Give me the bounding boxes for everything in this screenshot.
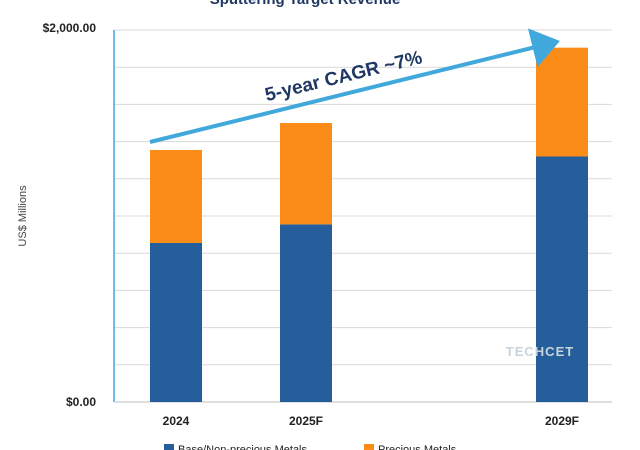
bar-2024-series-0 — [150, 242, 202, 402]
bar-2025f-series-0 — [280, 224, 332, 402]
bar-group — [150, 47, 588, 402]
bar-2029f-series-0 — [536, 156, 588, 402]
legend-label: Precious Metals — [378, 444, 457, 450]
y-axis-label: US$ Millions — [17, 185, 29, 247]
category-labels: 2024 2025F 2029F — [163, 414, 579, 428]
bar-2024-series-1 — [150, 149, 202, 243]
x-tick-label: 2025F — [289, 414, 323, 428]
legend: Base/Non-precious Metals Precious Metals — [164, 444, 457, 450]
chart-title: Sputtering Target Revenue — [210, 0, 401, 8]
legend-swatch — [164, 444, 174, 450]
legend-label: Base/Non-precious Metals — [178, 444, 308, 450]
x-tick-label: 2029F — [545, 414, 579, 428]
cagr-arrow — [149, 28, 560, 144]
bar-2029f-series-1 — [536, 47, 588, 157]
legend-swatch — [364, 444, 374, 450]
y-tick-label-max: $2,000.00 — [43, 21, 97, 35]
x-tick-label: 2024 — [163, 414, 190, 428]
bar-2025f-series-1 — [280, 123, 332, 225]
y-tick-label-min: $0.00 — [66, 395, 96, 409]
techcet-watermark: TECHCET — [506, 344, 574, 359]
cagr-annotation: 5-year CAGR ~7% — [263, 47, 425, 106]
